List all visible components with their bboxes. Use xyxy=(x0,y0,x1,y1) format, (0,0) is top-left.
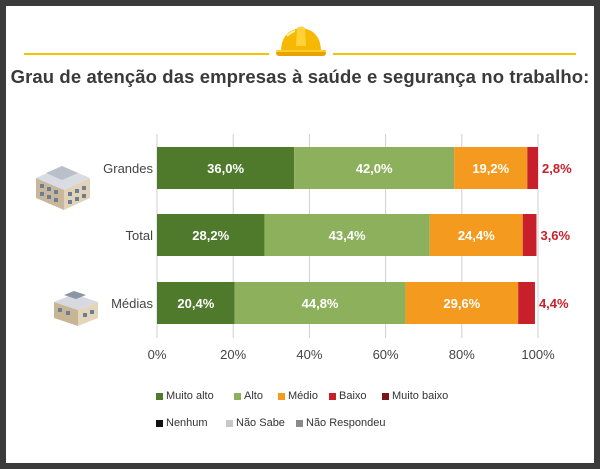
data-label: 44,8% xyxy=(302,296,339,311)
large-building-icon xyxy=(36,166,90,210)
legend-swatch-muito-baixo xyxy=(382,392,389,400)
legend-medio: Médio xyxy=(278,390,318,402)
legend-label: Muito baixo xyxy=(392,390,449,402)
legend-label: Muito alto xyxy=(166,390,214,402)
bar-segment xyxy=(454,147,528,189)
bar-segment xyxy=(157,147,295,189)
title-rule-right xyxy=(333,53,576,55)
legend-nao-sabe: Não Sabe xyxy=(226,417,285,429)
legend-muito-baixo: Muito baixo xyxy=(382,390,448,402)
data-label: 4,4% xyxy=(539,296,569,311)
legend-baixo: Baixo xyxy=(329,390,367,402)
legend-muito-alto: Muito alto xyxy=(156,390,214,402)
legend-label: Nenhum xyxy=(166,417,208,429)
bar-segment xyxy=(234,282,406,324)
data-label: 36,0% xyxy=(207,161,244,176)
data-label: 3,6% xyxy=(540,228,570,243)
legend-swatch-baixo xyxy=(329,392,336,400)
legend-alto: Alto xyxy=(234,390,263,402)
title-rule-left xyxy=(24,53,269,55)
data-label: 42,0% xyxy=(356,161,393,176)
data-label: 29,6% xyxy=(443,296,480,311)
legend-swatch-nao-sabe xyxy=(226,419,233,427)
legend-label: Não Respondeu xyxy=(306,417,386,429)
legend-swatch-nao-respondeu xyxy=(296,419,303,427)
legend-nao-respondeu: Não Respondeu xyxy=(296,417,386,429)
data-label: 20,4% xyxy=(177,296,214,311)
bar-segment xyxy=(429,214,523,256)
x-tick-label: 100% xyxy=(521,347,555,362)
bar-segment xyxy=(522,214,537,256)
x-tick-label: 0% xyxy=(148,347,167,362)
x-tick-label: 80% xyxy=(449,347,475,362)
bar-segment xyxy=(157,282,235,324)
data-label: 24,4% xyxy=(458,228,495,243)
infographic-frame: Grau de atenção das empresas à saúde e s… xyxy=(6,6,594,463)
category-label: Médias xyxy=(111,296,153,311)
hard-hat-icon xyxy=(276,26,326,56)
legend-label: Baixo xyxy=(339,390,367,402)
chart-title: Grau de atenção das empresas à saúde e s… xyxy=(10,66,590,87)
data-label: 2,8% xyxy=(542,161,572,176)
legend-swatch-alto xyxy=(234,392,241,400)
legend-swatch-nenhum xyxy=(156,419,163,427)
bar-segment xyxy=(264,214,430,256)
legend-swatch-medio xyxy=(278,392,285,400)
category-label: Total xyxy=(126,228,154,243)
legend-label: Não Sabe xyxy=(236,417,285,429)
data-label: 43,4% xyxy=(329,228,366,243)
category-label: Grandes xyxy=(103,161,153,176)
legend-swatch-muito-alto xyxy=(156,392,163,400)
bar-segment xyxy=(157,214,265,256)
bar-segment xyxy=(527,147,538,189)
bar-segment xyxy=(294,147,455,189)
legend-nenhum: Nenhum xyxy=(156,417,208,429)
bar-segment xyxy=(518,282,535,324)
x-tick-label: 20% xyxy=(220,347,246,362)
bar-segment xyxy=(405,282,519,324)
data-label: 19,2% xyxy=(472,161,509,176)
x-tick-label: 40% xyxy=(296,347,322,362)
legend-label: Médio xyxy=(288,390,318,402)
legend-label: Alto xyxy=(244,390,263,402)
x-tick-label: 60% xyxy=(373,347,399,362)
small-building-icon xyxy=(54,291,98,326)
data-label: 28,2% xyxy=(192,228,229,243)
stacked-bar-chart: 0% 20% 40% 60% 80% 100% Grandes 36,0% 42,0% 19,2%… xyxy=(103,134,572,362)
